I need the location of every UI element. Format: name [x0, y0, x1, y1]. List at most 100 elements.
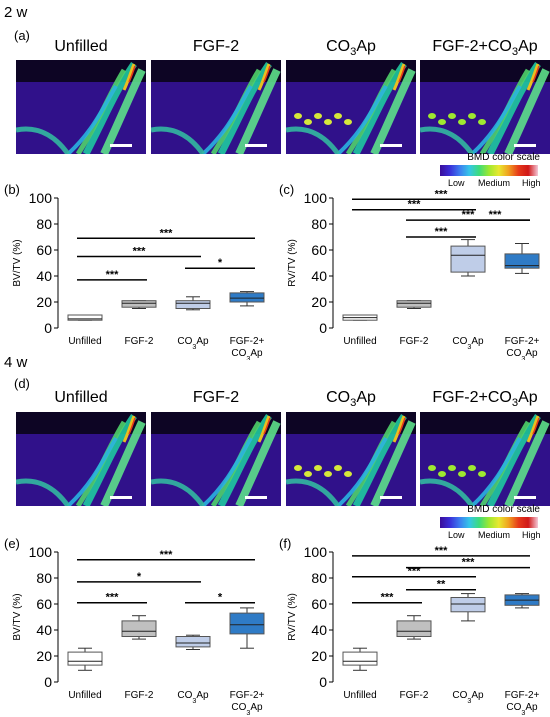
category-label: FGF-2+ [230, 690, 265, 701]
bmd-color-scale-2w: BMD color scale Low Medium High [440, 152, 541, 200]
micro-ct-image-unfilled-2w [16, 60, 146, 154]
significance-label: *** [160, 549, 174, 561]
bone-region [16, 478, 71, 506]
bone-region [336, 436, 388, 506]
box [396, 620, 432, 638]
micro-ct-image-co3ap-2w [286, 60, 416, 154]
category-label: CO3Ap [177, 336, 209, 351]
y-tick-label: 40 [36, 622, 52, 638]
bone-region [235, 420, 281, 506]
y-tick-label: 80 [36, 216, 52, 232]
material-granule [314, 113, 322, 119]
significance-label: *** [462, 557, 476, 569]
significance-label: *** [160, 227, 174, 239]
bmd-low-label: Low [448, 178, 465, 188]
material-granule [448, 465, 456, 471]
material-granule [344, 119, 352, 125]
box [396, 300, 432, 308]
box [229, 612, 265, 635]
bone-region [217, 62, 272, 154]
scale-bar [110, 496, 132, 499]
category-label: FGF-2+ [505, 336, 540, 347]
significance-label: *** [106, 592, 120, 604]
panel-label: (b) [4, 182, 20, 197]
box [175, 636, 211, 648]
significance-label: *** [435, 188, 449, 200]
micro-ct-image-combined-2w [420, 60, 550, 154]
scale-bar [110, 144, 132, 147]
material-granule [458, 471, 466, 477]
category-label: CO3Ap [231, 702, 263, 717]
bmd-high-label: High [522, 178, 541, 188]
bone-region [420, 478, 475, 506]
micro-ct-image-combined-4w [420, 412, 550, 506]
bone-region [201, 84, 253, 154]
significance-label: * [218, 257, 223, 269]
category-label: FGF-2 [400, 336, 429, 347]
y-axis-label: RV/TV (%) [287, 239, 298, 287]
micro-ct-image-co3ap-4w [286, 412, 416, 506]
category-label: CO3Ap [231, 348, 263, 360]
bone-region [16, 126, 71, 154]
panel-label-d: (d) [14, 376, 30, 391]
image-dark-region [286, 412, 416, 434]
material-granule [334, 113, 342, 119]
panel-label: (c) [279, 182, 294, 197]
category-label: Unfilled [343, 690, 376, 701]
category-label: FGF-2 [125, 690, 154, 701]
box [342, 651, 378, 666]
bone-region [486, 62, 541, 154]
significance-label: *** [435, 226, 449, 238]
boxplot-b: (b) 0 20 40 60 80 100 BV/TV (%) Unfilled FGF-2 CO3… [4, 182, 265, 360]
high-density-region [257, 415, 271, 443]
significance-label: * [137, 571, 142, 583]
material-granule [438, 119, 446, 125]
material-granule [428, 465, 436, 471]
category-label: CO3Ap [452, 336, 484, 351]
y-tick-label: 0 [319, 320, 327, 336]
box [175, 300, 211, 309]
bmd-medium-label: Medium [478, 530, 511, 540]
scale-bar [514, 144, 536, 147]
material-granule [468, 113, 476, 119]
bone-region [370, 68, 416, 154]
bone-region [66, 436, 118, 506]
bone-region [336, 84, 388, 154]
category-label: FGF-2 [400, 690, 429, 701]
category-label: Unfilled [68, 336, 101, 347]
y-tick-label: 100 [304, 190, 328, 206]
y-tick-label: 60 [311, 596, 327, 612]
image-title-co3ap-2w: CO3Ap [326, 38, 376, 59]
significance-label: *** [106, 269, 120, 281]
scale-bar [514, 496, 536, 499]
bone-region [504, 68, 550, 154]
y-tick-label: 0 [319, 674, 327, 690]
bone-region [100, 68, 146, 154]
material-granule [428, 113, 436, 119]
image-title-combined-4w: FGF-2+CO3Ap [432, 389, 538, 410]
boxplot-f: (f) 0 20 40 60 80 100 RV/TV (%) Unfilled FGF-2 CO3… [279, 536, 540, 717]
image-title-combined-2w: FGF-2+CO3Ap [432, 38, 538, 59]
image-dark-region [151, 60, 281, 82]
material-granule [304, 471, 312, 477]
panel-label-a: (a) [14, 28, 30, 43]
significance-label: *** [133, 246, 147, 258]
category-label: FGF-2+ [505, 690, 540, 701]
y-tick-label: 20 [311, 648, 327, 664]
bone-region [82, 62, 137, 154]
bmd-medium-label: Medium [478, 178, 511, 188]
significance-label: *** [489, 209, 503, 221]
bmd-gradient-bar [440, 517, 538, 528]
bmd-gradient-bar [440, 165, 538, 176]
box [121, 300, 157, 308]
bone-region [66, 84, 118, 154]
bone-region [486, 414, 541, 506]
significance-label: *** [408, 566, 422, 578]
bmd-color-scale-4w: BMD color scale Low Medium High [440, 504, 541, 552]
bmd-scale-title: BMD color scale [467, 152, 540, 163]
high-density-region [398, 417, 406, 435]
image-dark-region [286, 60, 416, 82]
y-axis-label: BV/TV (%) [12, 593, 23, 640]
high-density-region [257, 63, 271, 91]
bmd-high-label: High [522, 530, 541, 540]
